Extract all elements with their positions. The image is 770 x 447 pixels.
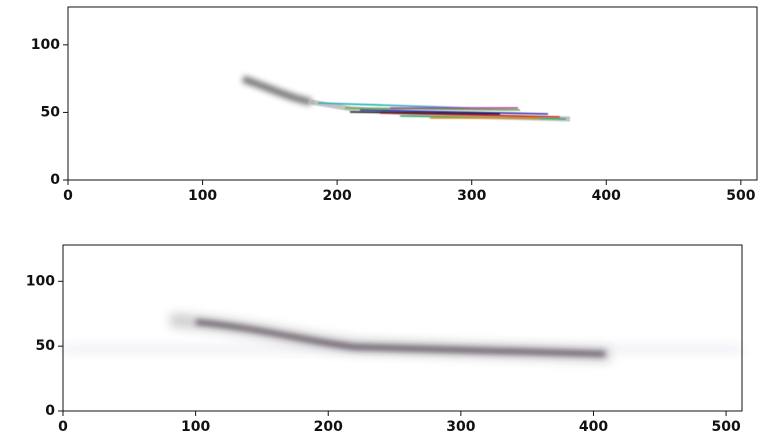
y-tick-label: 50	[36, 338, 56, 354]
x-tick-label: 100	[188, 188, 217, 204]
x-tick-label: 200	[323, 188, 352, 204]
image-top	[243, 79, 570, 119]
x-tick-label: 0	[58, 419, 68, 435]
x-tick-label: 500	[726, 188, 755, 204]
x-tick-label: 500	[711, 419, 740, 435]
image-bottom	[63, 320, 743, 355]
x-tick-label: 200	[314, 419, 343, 435]
x-tick-label: 0	[63, 188, 73, 204]
x-tick-label: 100	[181, 419, 210, 435]
y-tick-label: 50	[41, 104, 61, 120]
y-tick-label: 100	[31, 37, 60, 53]
axes-frame	[68, 7, 757, 180]
chart: 0 100 200 300 400 500 0 50 100 0 100 200 300 400 500 0 5…	[0, 0, 770, 447]
x-tick-label: 300	[457, 188, 486, 204]
x-tick-label: 400	[592, 188, 621, 204]
x-tick-label: 400	[579, 419, 608, 435]
axes-frame	[63, 245, 742, 411]
y-tick-label: 0	[50, 172, 60, 188]
y-tick-label: 0	[45, 403, 55, 419]
y-tick-label: 100	[26, 273, 55, 289]
x-tick-label: 300	[446, 419, 475, 435]
